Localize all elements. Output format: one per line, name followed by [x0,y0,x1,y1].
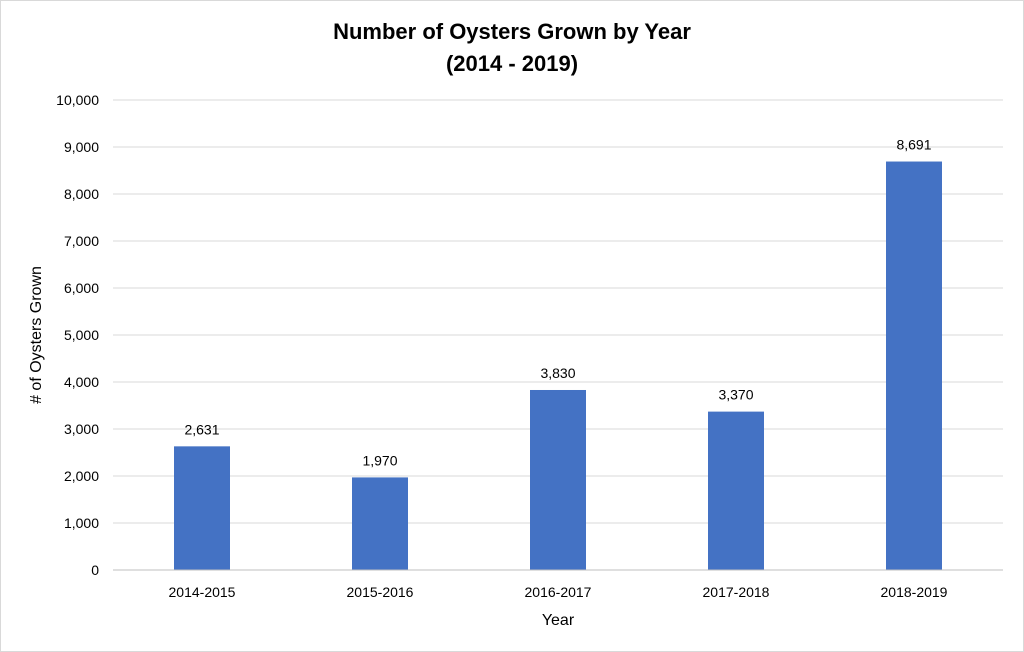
y-tick-label: 1,000 [64,515,99,531]
y-tick-label: 8,000 [64,186,99,202]
bar-2015-2016 [352,477,408,570]
data-labels: 2,631 1,970 3,830 3,370 8,691 [184,137,931,469]
x-tick-label: 2014-2015 [169,584,236,600]
gridlines [113,99,1003,524]
data-label-2016-2017: 3,830 [540,365,575,381]
y-tick-label: 6,000 [64,280,99,296]
x-tick-label: 2016-2017 [525,584,592,600]
y-tick-label: 3,000 [64,421,99,437]
y-tick-label: 0 [91,562,99,578]
bar-2016-2017 [530,389,586,570]
x-axis-ticks: 2014-2015 2015-2016 2016-2017 2017-2018 2018… [169,584,948,600]
y-axis-ticks: 0 1,000 2,000 3,000 4,000 5,000 6,000 7,000 8,00… [56,92,99,578]
y-tick-label: 4,000 [64,374,99,390]
data-label-2017-2018: 3,370 [718,387,753,403]
x-tick-label: 2017-2018 [703,584,770,600]
y-tick-label: 2,000 [64,468,99,484]
y-tick-label: 9,000 [64,139,99,155]
data-label-2018-2019: 8,691 [896,137,931,153]
bar-2018-2019 [886,161,942,570]
x-tick-label: 2015-2016 [347,584,414,600]
chart-subtitle: (2014 - 2019) [446,51,578,76]
x-axis-title: Year [542,612,575,629]
bars [174,161,942,570]
y-tick-label: 5,000 [64,327,99,343]
chart-title: Number of Oysters Grown by Year [333,19,691,44]
y-tick-label: 7,000 [64,233,99,249]
x-tick-label: 2018-2019 [881,584,948,600]
data-label-2014-2015: 2,631 [184,421,219,437]
data-label-2015-2016: 1,970 [362,452,397,468]
y-tick-label: 10,000 [56,92,99,108]
y-axis-title: # of Oysters Grown [28,266,45,404]
bar-2017-2018 [708,411,764,570]
bar-2014-2015 [174,446,230,570]
